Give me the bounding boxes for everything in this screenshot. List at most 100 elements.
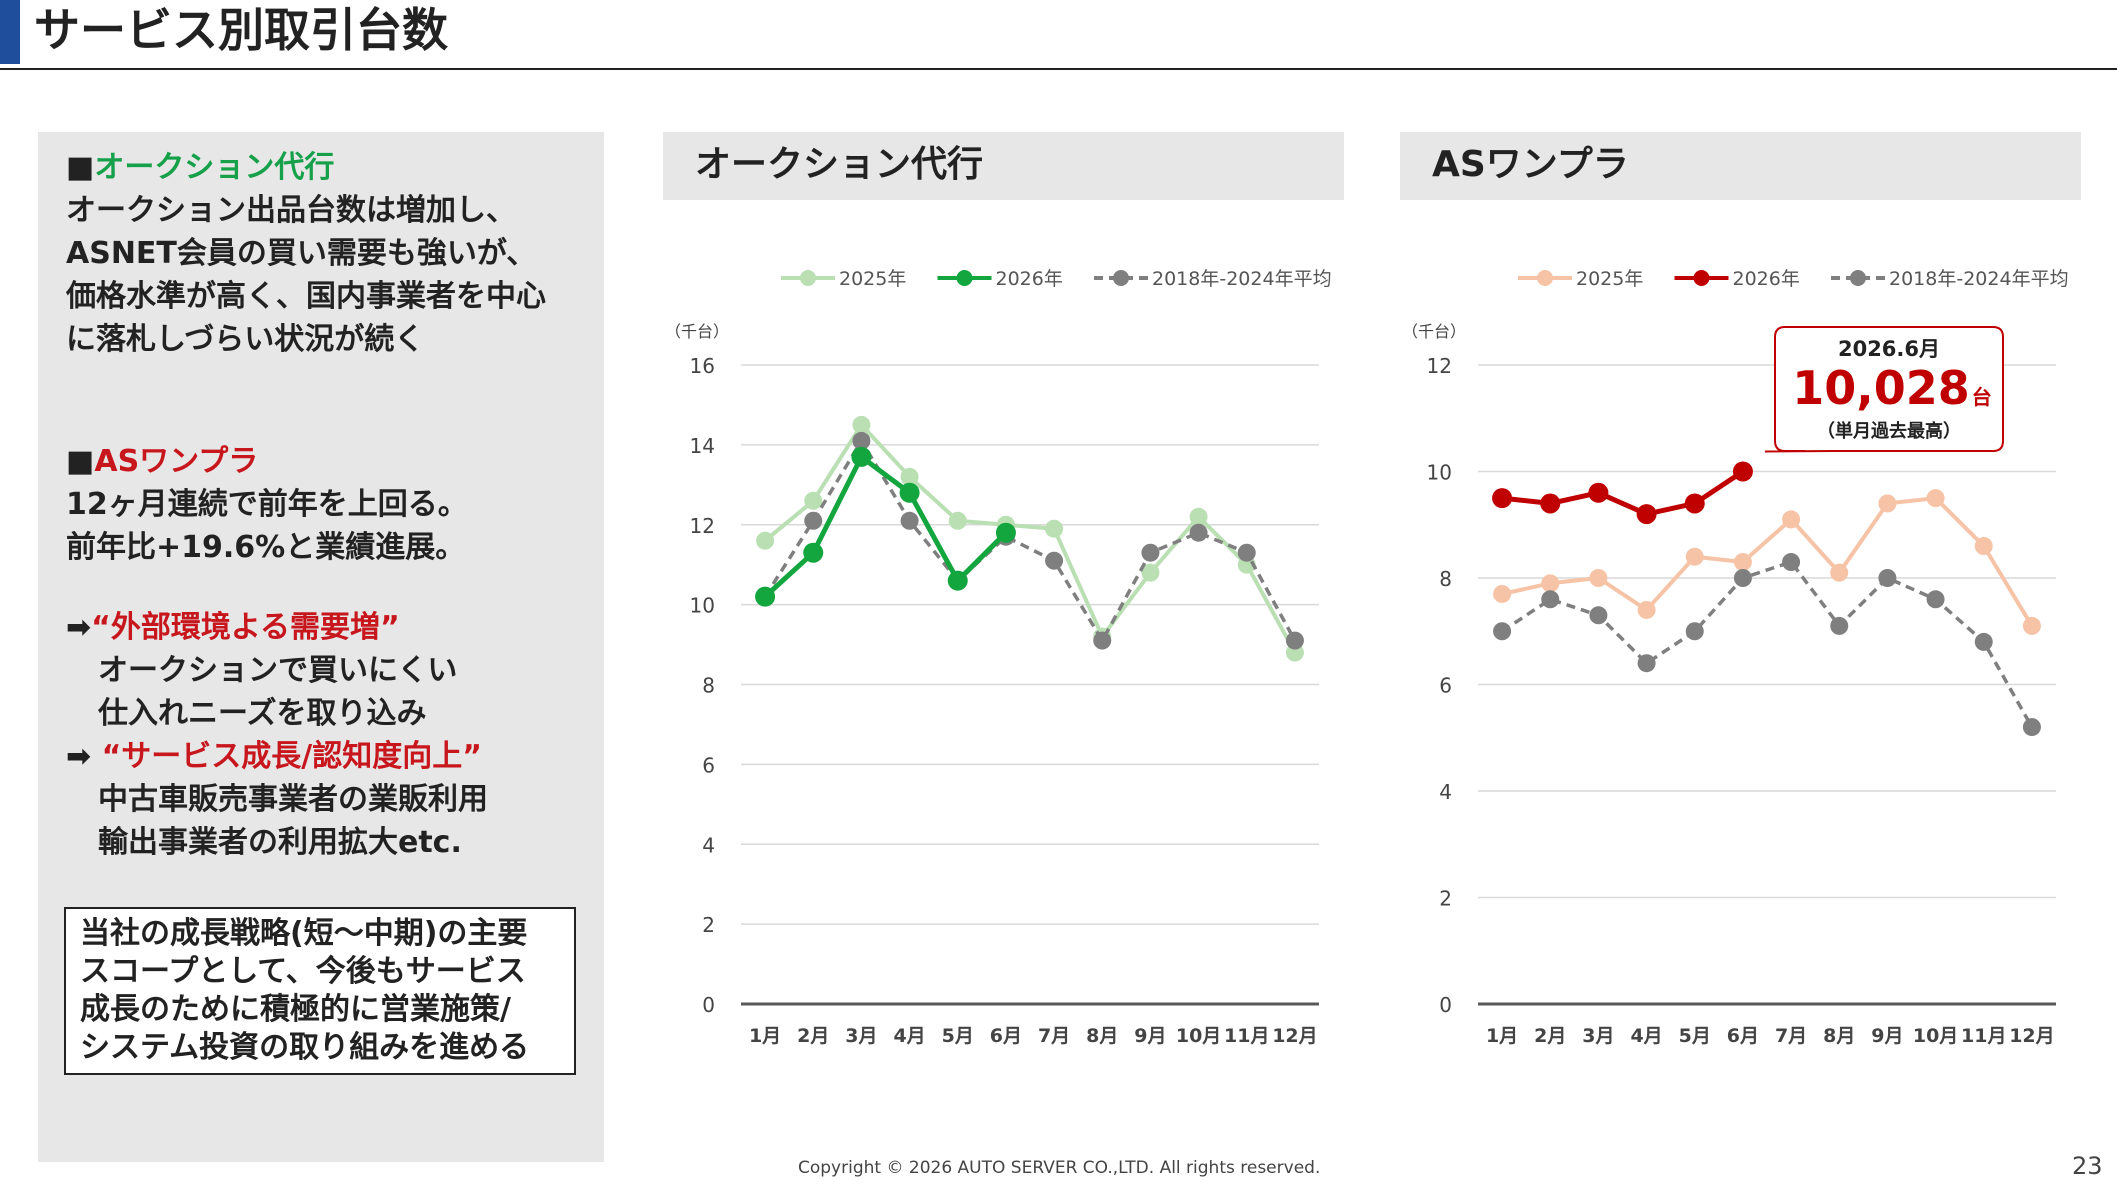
data-point bbox=[1541, 574, 1560, 593]
y-tick-label: 4 bbox=[1439, 780, 1452, 804]
point-1-heading: ➡“外部環境よる需要増” bbox=[66, 606, 400, 649]
y-tick-label: 6 bbox=[702, 753, 715, 777]
data-point bbox=[1684, 493, 1705, 514]
legend-label: 2026年 bbox=[1733, 268, 1800, 290]
auction-text-line: に落札しづらい状況が続く bbox=[66, 322, 425, 357]
series-line-auction-2 bbox=[763, 439, 1297, 643]
data-point bbox=[1733, 553, 1752, 572]
data-point bbox=[1589, 606, 1608, 625]
data-point bbox=[1237, 543, 1256, 562]
data-point bbox=[1189, 507, 1208, 526]
as-chart-header: ASワンプラ bbox=[1400, 132, 2081, 200]
auction-heading-label: オークション代行 bbox=[94, 150, 335, 185]
legend-swatch-marker bbox=[1850, 270, 1866, 286]
strategy-line: 当社の成長戦略(短〜中期)の主要 bbox=[80, 916, 528, 951]
square-bullet-icon: ■ bbox=[66, 444, 95, 479]
x-tick-label: 6月 bbox=[1727, 1025, 1759, 1047]
data-point bbox=[1493, 584, 1512, 603]
x-tick-label: 7月 bbox=[1775, 1025, 1807, 1047]
data-point bbox=[1732, 461, 1753, 482]
legend-swatch-marker bbox=[956, 270, 973, 286]
data-point bbox=[1588, 482, 1609, 503]
y-axis-unit-label: （千台） bbox=[665, 322, 729, 341]
y-tick-label: 2 bbox=[1439, 887, 1452, 911]
point-1-line: 仕入れニーズを取り込み bbox=[98, 696, 427, 731]
auction-text-line: ASNET会員の買い需要も強いが、 bbox=[66, 236, 537, 271]
data-point bbox=[1141, 543, 1160, 562]
point-1-line: オークションで買いにくい bbox=[98, 653, 458, 688]
as-heading: ■ASワンプラ bbox=[66, 440, 258, 483]
callout-value: 10,028 bbox=[1792, 361, 1970, 415]
legend-label: 2025年 bbox=[1576, 268, 1643, 290]
data-point bbox=[2022, 616, 2041, 635]
y-tick-label: 0 bbox=[1439, 993, 1452, 1017]
data-point bbox=[1830, 563, 1849, 582]
data-point bbox=[900, 511, 919, 530]
x-tick-label: 3月 bbox=[845, 1025, 877, 1047]
page-title: サービス別取引台数 bbox=[34, 3, 448, 57]
data-point bbox=[1285, 631, 1304, 650]
page-number: 23 bbox=[2072, 1152, 2103, 1180]
x-tick-label: 5月 bbox=[942, 1025, 974, 1047]
data-point bbox=[1141, 563, 1160, 582]
data-point bbox=[803, 542, 824, 563]
x-tick-label: 7月 bbox=[1038, 1025, 1070, 1047]
x-tick-label: 1月 bbox=[1486, 1025, 1518, 1047]
title-divider bbox=[0, 68, 2117, 70]
y-tick-label: 6 bbox=[1439, 674, 1452, 698]
as-text-line: 前年比+19.6%と業績進展。 bbox=[66, 530, 466, 565]
y-axis-unit-label: （千台） bbox=[1402, 322, 1466, 341]
x-tick-label: 1月 bbox=[749, 1025, 781, 1047]
auction-chart-title: オークション代行 bbox=[695, 144, 984, 185]
copyright-notice: Copyright © 2026 AUTO SERVER CO.,LTD. Al… bbox=[798, 1158, 1321, 1178]
strategy-line: システム投資の取り組みを進める bbox=[80, 1030, 530, 1065]
series-line-as-2 bbox=[1501, 560, 2034, 728]
data-point bbox=[1045, 551, 1064, 570]
strategy-box: 当社の成長戦略(短〜中期)の主要 スコープとして、今後もサービス 成長のために積… bbox=[64, 907, 576, 1075]
y-tick-label: 10 bbox=[690, 594, 715, 618]
square-bullet-icon: ■ bbox=[66, 150, 95, 185]
series-line-as-1 bbox=[1501, 469, 1745, 517]
x-tick-label: 4月 bbox=[1630, 1025, 1662, 1047]
y-tick-label: 14 bbox=[690, 434, 715, 458]
legend-label: 2018年-2024年平均 bbox=[1889, 268, 2069, 290]
data-point bbox=[804, 511, 823, 530]
point-2-line: 中古車販売事業者の業販利用 bbox=[98, 782, 488, 817]
title-accent-bar bbox=[0, 0, 20, 64]
as-chart: 0 2 4 6 8 10 12 1月 2月 3月 4月 5月 6月 7月 8月 9月 10月 11月 12月 （千台）… bbox=[1402, 268, 2069, 1047]
data-point bbox=[1782, 510, 1801, 529]
auction-text-line: 価格水準が高く、国内事業者を中心 bbox=[66, 279, 546, 314]
point-2-title: “サービス成長/認知度向上” bbox=[101, 739, 482, 774]
data-point bbox=[1974, 632, 1993, 651]
data-point bbox=[852, 431, 871, 450]
legend-swatch-marker bbox=[800, 270, 816, 286]
data-point bbox=[947, 570, 968, 591]
y-tick-label: 12 bbox=[1427, 354, 1452, 378]
data-point bbox=[1637, 600, 1656, 619]
auction-heading: ■オークション代行 bbox=[66, 146, 334, 189]
data-point bbox=[852, 415, 871, 434]
legend-label: 2026年 bbox=[996, 268, 1063, 290]
auction-chart-header: オークション代行 bbox=[663, 132, 1344, 200]
data-point bbox=[1685, 547, 1704, 566]
point-2-line: 輸出事業者の利用拡大etc. bbox=[98, 825, 462, 860]
auction-text-line: オークション出品台数は増加し、 bbox=[66, 193, 516, 228]
x-tick-label: 12月 bbox=[1272, 1025, 1317, 1047]
strategy-line: 成長のために積極的に営業施策/ bbox=[80, 992, 511, 1027]
y-tick-label: 8 bbox=[702, 674, 715, 698]
data-point bbox=[2022, 718, 2041, 737]
x-tick-label: 10月 bbox=[1913, 1025, 1958, 1047]
x-tick-label: 5月 bbox=[1679, 1025, 1711, 1047]
y-tick-label: 12 bbox=[690, 514, 715, 538]
data-point bbox=[755, 586, 776, 607]
series-line-auction-1 bbox=[763, 454, 1008, 599]
as-chart-title: ASワンプラ bbox=[1432, 144, 1629, 185]
x-tick-label: 2月 bbox=[797, 1025, 829, 1047]
x-tick-label: 3月 bbox=[1582, 1025, 1614, 1047]
legend-swatch-marker bbox=[1537, 270, 1553, 286]
data-point bbox=[1926, 590, 1945, 609]
point-1-title: “外部環境よる需要増” bbox=[91, 610, 400, 645]
data-point bbox=[1878, 569, 1897, 587]
point-2-heading: ➡ “サービス成長/認知度向上” bbox=[66, 735, 482, 778]
y-tick-label: 0 bbox=[702, 993, 715, 1017]
